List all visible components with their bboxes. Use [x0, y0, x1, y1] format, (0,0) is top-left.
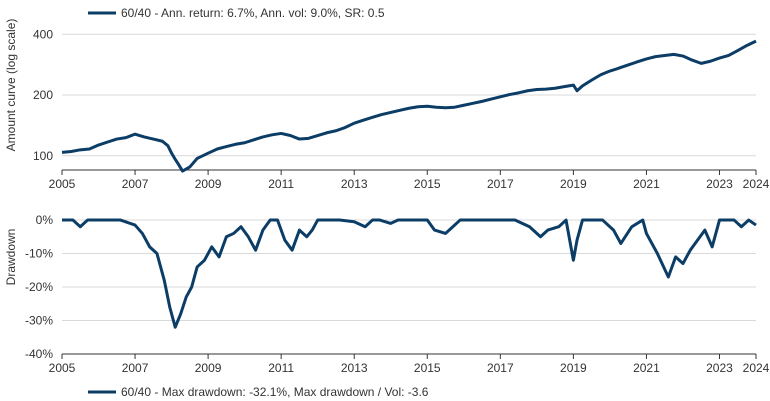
bot-y-tick-label: -30% — [25, 314, 53, 328]
bot-x-tick-label: 2015 — [414, 361, 441, 375]
top-y-tick-label: 100 — [33, 149, 53, 163]
bot-x-tick-label: 2024 — [743, 361, 770, 375]
bot-x-tick-label: 2023 — [706, 361, 733, 375]
top-x-tick-label: 2021 — [633, 177, 660, 191]
bot-x-tick-label: 2009 — [195, 361, 222, 375]
top-x-tick-label: 2019 — [560, 177, 587, 191]
bot-x-tick-label: 2017 — [487, 361, 514, 375]
top-y-tick-label: 400 — [33, 27, 53, 41]
bot-x-tick-label: 2013 — [341, 361, 368, 375]
amount-curve-grid — [62, 33, 756, 157]
drawdown-legend-label: 60/40 - Max drawdown: -32.1%, Max drawdo… — [121, 385, 429, 399]
drawdown-line — [62, 218, 757, 329]
bot-y-tick-label: -10% — [25, 247, 53, 261]
top-y-tick-label: 200 — [33, 88, 53, 102]
amount-curve-y-label: Amount curve (log scale) — [4, 19, 18, 152]
amount-curve-legend: 60/40 - Ann. return: 6.7%, Ann. vol: 9.0… — [88, 6, 385, 20]
bot-y-tick-label: 0% — [36, 213, 54, 227]
bot-y-tick-label: -40% — [25, 347, 53, 361]
top-x-tick-label: 2011 — [268, 177, 294, 191]
top-x-tick-label: 2007 — [122, 177, 149, 191]
amount-curve-x-ticks: 2005 2007 2009 2011 2013 2015 2017 2019 2021 2023… — [49, 170, 770, 191]
top-x-tick-label: 2015 — [414, 177, 441, 191]
amount-curve-line — [61, 39, 757, 173]
bot-x-tick-label: 2021 — [633, 361, 660, 375]
bot-x-tick-label: 2019 — [560, 361, 587, 375]
drawdown-x-ticks: 2005 2007 2009 2011 2013 2015 2017 2019 2021 2023… — [49, 354, 770, 375]
amount-curve-y-ticks: 100 200 400 — [33, 27, 53, 162]
top-x-tick-label: 2005 — [49, 177, 76, 191]
top-x-tick-label: 2017 — [487, 177, 514, 191]
drawdown-legend: 60/40 - Max drawdown: -32.1%, Max drawdo… — [88, 385, 429, 399]
bot-y-tick-label: -20% — [25, 280, 53, 294]
amount-curve-panel: 2005 2007 2009 2011 2013 2015 2017 2019 2021 2023… — [4, 6, 770, 191]
top-x-tick-label: 2023 — [706, 177, 733, 191]
drawdown-y-label: Drawdown — [4, 229, 18, 286]
bot-x-tick-label: 2005 — [49, 361, 76, 375]
drawdown-panel: 2005 2007 2009 2011 2013 2015 2017 2019 2021 2023… — [4, 213, 770, 399]
bot-x-tick-label: 2007 — [122, 361, 149, 375]
amount-curve-legend-label: 60/40 - Ann. return: 6.7%, Ann. vol: 9.0… — [121, 6, 385, 20]
top-x-tick-label: 2013 — [341, 177, 368, 191]
drawdown-y-ticks: 0% -10% -20% -30% -40% — [25, 213, 53, 361]
bot-x-tick-label: 2011 — [268, 361, 294, 375]
top-x-tick-label: 2024 — [743, 177, 770, 191]
top-x-tick-label: 2009 — [195, 177, 222, 191]
